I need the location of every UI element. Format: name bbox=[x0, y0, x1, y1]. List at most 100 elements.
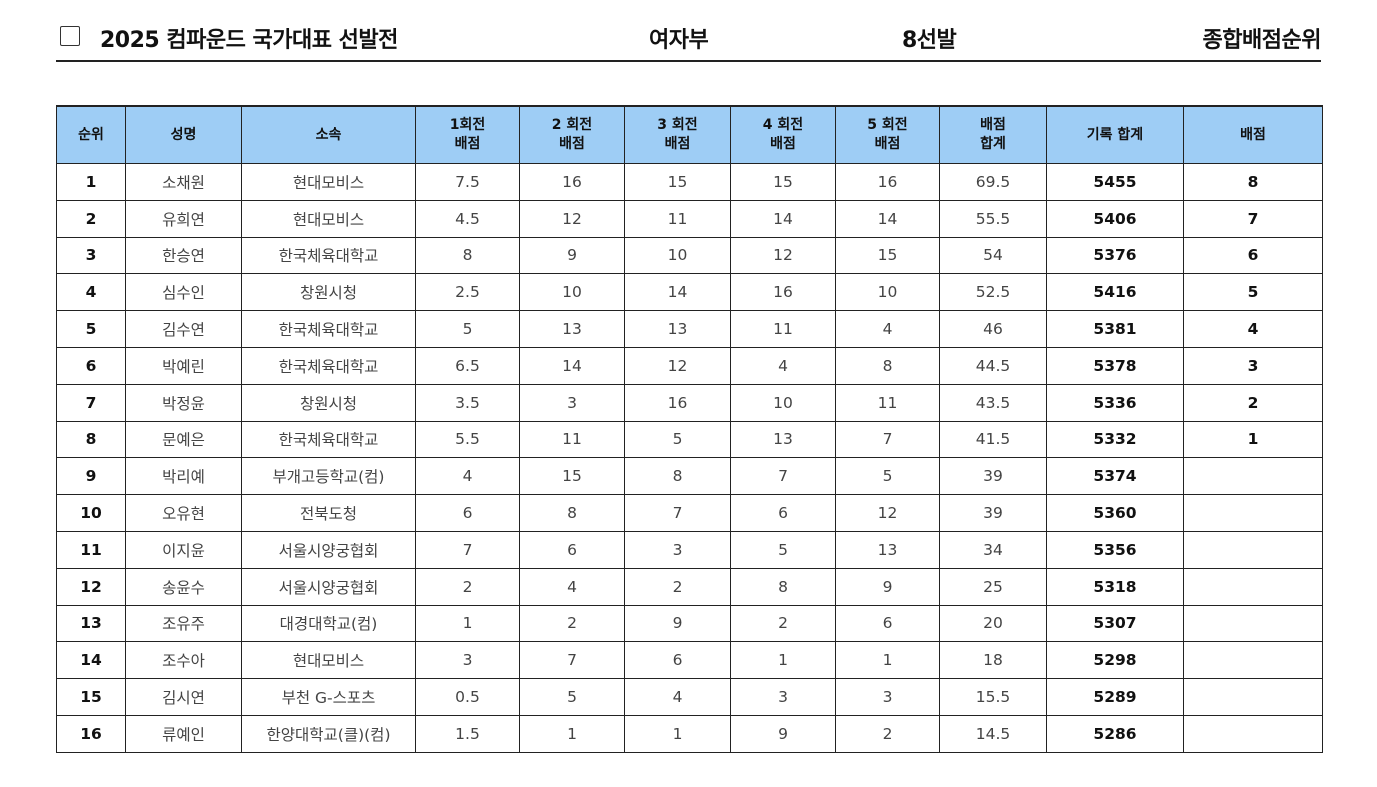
name-cell: 한승연 bbox=[125, 236, 242, 275]
table-row: 2 유희연 현대모비스 4.5 12 11 14 14 55.5 5406 7 bbox=[56, 199, 1323, 238]
table-row: 16 류예인 한양대학교(클)(컴) 1.5 1 1 9 2 14.5 5286 bbox=[56, 714, 1323, 753]
round3-cell: 8 bbox=[624, 457, 731, 496]
rank-cell: 14 bbox=[56, 641, 126, 680]
points-cell bbox=[1183, 604, 1323, 643]
points-sum-cell: 69.5 bbox=[939, 163, 1047, 201]
round3-cell: 3 bbox=[624, 530, 731, 569]
team-cell: 한국체육대학교 bbox=[241, 310, 416, 348]
round5-cell: 8 bbox=[835, 346, 940, 385]
name-cell: 심수인 bbox=[125, 273, 242, 312]
page-title: 2025 컴파운드 국가대표 선발전 bbox=[100, 28, 398, 53]
round5-cell: 9 bbox=[835, 567, 940, 606]
rank-cell: 12 bbox=[56, 567, 126, 606]
points-sum-cell: 15.5 bbox=[939, 678, 1047, 716]
points-cell bbox=[1183, 678, 1323, 716]
score-total-cell: 5318 bbox=[1046, 567, 1184, 606]
table-row: 1 소채원 현대모비스 7.5 16 15 15 16 69.5 5455 8 bbox=[56, 163, 1323, 201]
select-checkbox[interactable] bbox=[60, 26, 80, 46]
column-header-line1: 순위 bbox=[78, 126, 104, 143]
table-row: 3 한승연 한국체육대학교 8 9 10 12 15 54 5376 6 bbox=[56, 236, 1323, 275]
table-row: 7 박정윤 창원시청 3.5 3 16 10 11 43.5 5336 2 bbox=[56, 383, 1323, 422]
selection-label: 8선발 bbox=[902, 28, 957, 53]
points-cell: 6 bbox=[1183, 236, 1323, 275]
round1-cell: 2.5 bbox=[415, 273, 520, 312]
score-total-cell: 5332 bbox=[1046, 420, 1184, 459]
round5-cell: 1 bbox=[835, 641, 940, 680]
team-cell: 현대모비스 bbox=[241, 163, 416, 201]
round5-cell: 12 bbox=[835, 494, 940, 532]
column-header-line2: 합계 bbox=[980, 136, 1006, 152]
column-header-line2: 배점 bbox=[454, 136, 481, 152]
table-row: 5 김수연 한국체육대학교 5 13 13 11 4 46 5381 4 bbox=[56, 310, 1323, 348]
rank-cell: 7 bbox=[56, 383, 126, 422]
round2-cell: 8 bbox=[519, 494, 625, 532]
score-total-cell: 5376 bbox=[1046, 236, 1184, 275]
round3-cell: 1 bbox=[624, 714, 731, 753]
round3-cell: 10 bbox=[624, 236, 731, 275]
round1-cell: 1.5 bbox=[415, 714, 520, 753]
points-cell: 8 bbox=[1183, 163, 1323, 201]
team-cell: 창원시청 bbox=[241, 383, 416, 422]
column-header-round2-points: 2 회전 배점 bbox=[519, 105, 625, 164]
round5-cell: 5 bbox=[835, 457, 940, 496]
column-header-name: 성명 bbox=[125, 105, 242, 164]
name-cell: 김시연 bbox=[125, 678, 242, 716]
round2-cell: 13 bbox=[519, 310, 625, 348]
points-sum-cell: 20 bbox=[939, 604, 1047, 643]
points-cell bbox=[1183, 457, 1323, 496]
name-cell: 류예인 bbox=[125, 714, 242, 753]
round5-cell: 14 bbox=[835, 199, 940, 238]
title-bar: 2025 컴파운드 국가대표 선발전 여자부 8선발 종합배점순위 bbox=[56, 14, 1322, 62]
column-header-score-total: 기록 합계 bbox=[1046, 105, 1184, 164]
ranking-label: 종합배점순위 bbox=[1202, 28, 1322, 53]
name-cell: 조수아 bbox=[125, 641, 242, 680]
round2-cell: 6 bbox=[519, 530, 625, 569]
round1-cell: 6 bbox=[415, 494, 520, 532]
column-header-line1: 기록 합계 bbox=[1086, 126, 1144, 143]
name-cell: 김수연 bbox=[125, 310, 242, 348]
round4-cell: 4 bbox=[730, 346, 836, 385]
name-cell: 박정윤 bbox=[125, 383, 242, 422]
name-cell: 문예은 bbox=[125, 420, 242, 459]
score-total-cell: 5374 bbox=[1046, 457, 1184, 496]
team-cell: 현대모비스 bbox=[241, 641, 416, 680]
name-cell: 유희연 bbox=[125, 199, 242, 238]
round4-cell: 14 bbox=[730, 199, 836, 238]
round4-cell: 11 bbox=[730, 310, 836, 348]
points-cell: 5 bbox=[1183, 273, 1323, 312]
team-cell: 전북도청 bbox=[241, 494, 416, 532]
table-row: 9 박리예 부개고등학교(컴) 4 15 8 7 5 39 5374 bbox=[56, 457, 1323, 496]
round2-cell: 1 bbox=[519, 714, 625, 753]
round3-cell: 13 bbox=[624, 310, 731, 348]
round2-cell: 7 bbox=[519, 641, 625, 680]
score-total-cell: 5298 bbox=[1046, 641, 1184, 680]
round2-cell: 10 bbox=[519, 273, 625, 312]
name-cell: 오유현 bbox=[125, 494, 242, 532]
points-sum-cell: 44.5 bbox=[939, 346, 1047, 385]
round1-cell: 4 bbox=[415, 457, 520, 496]
round1-cell: 4.5 bbox=[415, 199, 520, 238]
points-sum-cell: 43.5 bbox=[939, 383, 1047, 422]
points-cell bbox=[1183, 494, 1323, 532]
team-cell: 부개고등학교(컴) bbox=[241, 457, 416, 496]
column-header-team: 소속 bbox=[241, 105, 416, 164]
round1-cell: 3 bbox=[415, 641, 520, 680]
round4-cell: 9 bbox=[730, 714, 836, 753]
column-header-rank: 순위 bbox=[56, 105, 126, 164]
column-header-points: 배점 bbox=[1183, 105, 1323, 164]
team-cell: 한국체육대학교 bbox=[241, 236, 416, 275]
round1-cell: 8 bbox=[415, 236, 520, 275]
points-sum-cell: 25 bbox=[939, 567, 1047, 606]
name-cell: 박예린 bbox=[125, 346, 242, 385]
round3-cell: 2 bbox=[624, 567, 731, 606]
column-header-round4-points: 4 회전 배점 bbox=[730, 105, 836, 164]
name-cell: 조유주 bbox=[125, 604, 242, 643]
round4-cell: 7 bbox=[730, 457, 836, 496]
rank-cell: 5 bbox=[56, 310, 126, 348]
points-sum-cell: 46 bbox=[939, 310, 1047, 348]
column-header-line1: 3 회전 bbox=[657, 117, 698, 133]
column-header-line1: 배점 bbox=[1240, 126, 1266, 143]
score-total-cell: 5381 bbox=[1046, 310, 1184, 348]
rank-cell: 2 bbox=[56, 199, 126, 238]
round2-cell: 4 bbox=[519, 567, 625, 606]
